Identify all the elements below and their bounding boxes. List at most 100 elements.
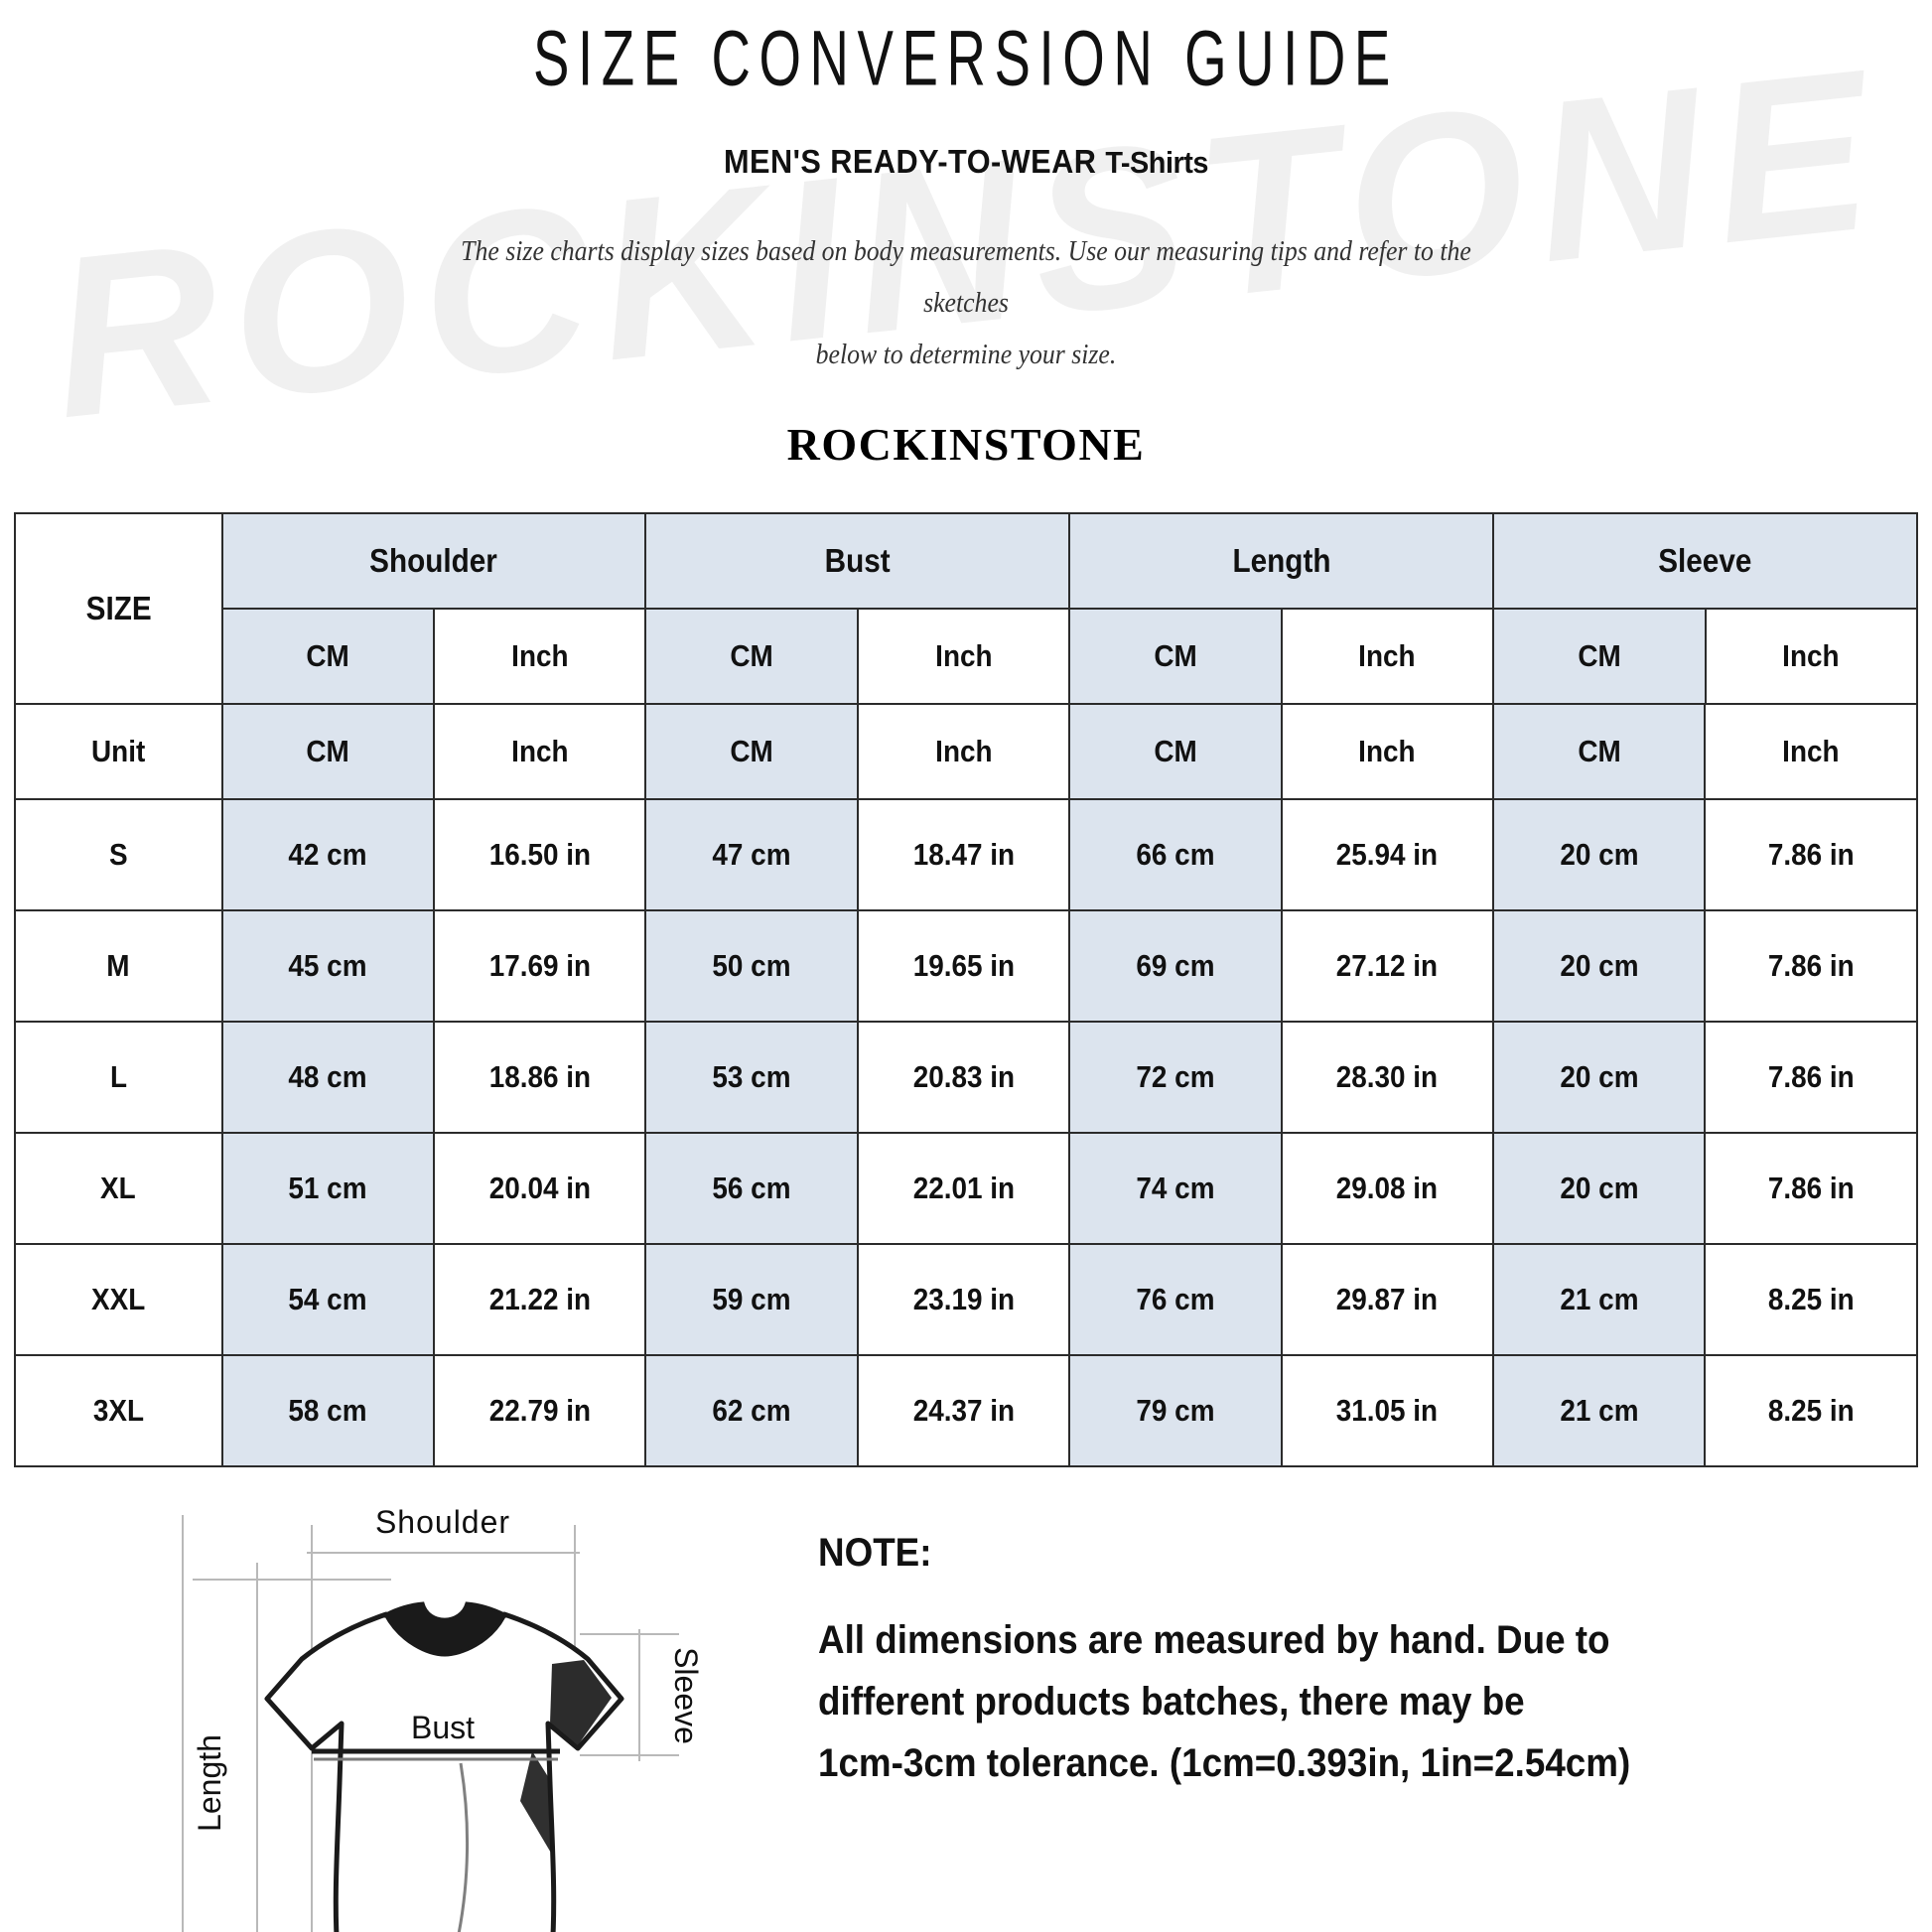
cell-xxl-sleeve-cm: 21 cm [1492, 1243, 1707, 1357]
diagram-label-length: Length [192, 1734, 227, 1832]
cell-m-sleeve-in: 7.86 in [1704, 909, 1918, 1024]
unit-row-header: Unit [14, 703, 223, 801]
cell-l-bust-in: 20.83 in [856, 1021, 1071, 1135]
header-size: SIZE [14, 512, 223, 706]
cell-m-length-cm: 69 cm [1068, 909, 1283, 1024]
unit-sleeve-inch: Inch [1704, 703, 1918, 801]
header-length: Length [1068, 512, 1495, 611]
unit-sleeve-cm: CM [1492, 608, 1707, 706]
cell-3xl-bust-cm: 62 cm [644, 1354, 859, 1468]
table-row: L 48 cm 18.86 in 53 cm 20.83 in 72 cm 28.30 in… [14, 1021, 1918, 1135]
cell-xl-sleeve-in: 7.86 in [1704, 1132, 1918, 1246]
size-conversion-table: SIZE Shoulder Bust Length Sleeve [14, 512, 1918, 706]
unit-length-cm: CM [1068, 608, 1283, 706]
subtitle-category: MEN'S READY-TO-WEAR [724, 143, 1097, 180]
cell-3xl-sleeve-cm: 21 cm [1492, 1354, 1707, 1468]
cell-m-bust-cm: 50 cm [644, 909, 859, 1024]
header-shoulder: Shoulder [220, 512, 647, 611]
tshirt-side-shade [520, 1751, 552, 1856]
cell-m-length-in: 27.12 in [1280, 909, 1495, 1024]
tshirt-diagram-svg: Shoulder Bust Sleeve Length [182, 1504, 704, 1932]
cell-3xl-length-cm: 79 cm [1068, 1354, 1283, 1468]
page-description: The size charts display sizes based on b… [455, 226, 1477, 380]
table-unit-row: CM Inch CM Inch CM Inch CM Inch [15, 608, 1918, 706]
cell-m-sleeve-cm: 20 cm [1492, 909, 1707, 1024]
table-row: S 42 cm 16.50 in 47 cm 18.47 in 66 cm 25.94 in… [14, 798, 1918, 912]
cell-l-bust-cm: 53 cm [644, 1021, 859, 1135]
cell-xxl-shoulder-cm: 54 cm [220, 1243, 435, 1357]
unit-sleeve-inch: Inch [1704, 608, 1918, 706]
table-body: SIZE Shoulder Bust Length Sleeve [14, 512, 1918, 706]
unit-shoulder-inch: Inch [432, 608, 647, 706]
cell-size-3xl: 3XL [14, 1354, 223, 1468]
cell-xxl-length-cm: 76 cm [1068, 1243, 1283, 1357]
cell-size-l: L [14, 1021, 223, 1135]
cell-size-m: M [14, 909, 223, 1024]
cell-l-shoulder-in: 18.86 in [432, 1021, 647, 1135]
unit-shoulder-cm: CM [220, 608, 435, 706]
cell-m-shoulder-in: 17.69 in [432, 909, 647, 1024]
cell-l-length-cm: 72 cm [1068, 1021, 1283, 1135]
cell-m-shoulder-cm: 45 cm [220, 909, 435, 1024]
unit-bust-cm: CM [644, 608, 859, 706]
tshirt-measurement-diagram: Shoulder Bust Sleeve Length [163, 1485, 759, 1932]
unit-shoulder-cm: CM [220, 703, 435, 801]
diagram-label-sleeve: Sleeve [668, 1647, 704, 1744]
unit-bust-inch: Inch [856, 703, 1071, 801]
cell-s-length-cm: 66 cm [1068, 798, 1283, 912]
cell-s-sleeve-in: 7.86 in [1704, 798, 1918, 912]
unit-bust-cm: CM [644, 703, 859, 801]
cell-size-xxl: XXL [14, 1243, 223, 1357]
size-table-container: SIZE Shoulder Bust Length Sleeve [14, 512, 1918, 1468]
unit-length-cm: CM [1068, 703, 1283, 801]
cell-xl-shoulder-in: 20.04 in [432, 1132, 647, 1246]
cell-xl-bust-cm: 56 cm [644, 1132, 859, 1246]
header-sleeve: Sleeve [1492, 512, 1918, 611]
unit-length-inch: Inch [1280, 608, 1495, 706]
cell-l-sleeve-cm: 20 cm [1492, 1021, 1707, 1135]
cell-xl-shoulder-cm: 51 cm [220, 1132, 435, 1246]
diagram-label-bust: Bust [411, 1710, 475, 1745]
cell-s-shoulder-cm: 42 cm [220, 798, 435, 912]
table-row: M 45 cm 17.69 in 50 cm 19.65 in 69 cm 27.12 in… [14, 909, 1918, 1024]
cell-3xl-sleeve-in: 8.25 in [1704, 1354, 1918, 1468]
cell-xxl-bust-in: 23.19 in [856, 1243, 1071, 1357]
brand-name: ROCKINSTONE [786, 419, 1146, 471]
cell-size-xl: XL [14, 1132, 223, 1246]
tshirt-outline [264, 1611, 624, 1932]
tshirt-sleeve-shade [550, 1660, 612, 1746]
subtitle-product: T-Shirts [1105, 145, 1208, 180]
cell-l-sleeve-in: 7.86 in [1704, 1021, 1918, 1135]
cell-3xl-shoulder-in: 22.79 in [432, 1354, 647, 1468]
cell-3xl-bust-in: 24.37 in [856, 1354, 1071, 1468]
unit-sleeve-cm: CM [1492, 703, 1707, 801]
note-line-3: 1cm-3cm tolerance. (1cm=0.393in, 1in=2.5… [818, 1741, 1631, 1786]
header-bust: Bust [644, 512, 1071, 611]
cell-xxl-sleeve-in: 8.25 in [1704, 1243, 1918, 1357]
dimension-guide-lines [182, 1515, 679, 1932]
tshirt-fold-lines [457, 1763, 470, 1932]
cell-l-shoulder-cm: 48 cm [220, 1021, 435, 1135]
table-row: 3XL 58 cm 22.79 in 62 cm 24.37 in 79 cm 31.05 … [14, 1354, 1918, 1468]
cell-xxl-bust-cm: 59 cm [644, 1243, 859, 1357]
table-unit-row-label: Unit CM Inch CM Inch CM Inch CM Inch [14, 703, 1918, 801]
table-data-body: Unit CM Inch CM Inch CM Inch CM Inch S 42 cm 16.50 … [14, 703, 1918, 1468]
unit-bust-inch: Inch [856, 608, 1071, 706]
cell-s-shoulder-in: 16.50 in [432, 798, 647, 912]
diagram-label-shoulder: Shoulder [375, 1504, 510, 1540]
cell-s-bust-cm: 47 cm [644, 798, 859, 912]
cell-xxl-length-in: 29.87 in [1280, 1243, 1495, 1357]
cell-3xl-shoulder-cm: 58 cm [220, 1354, 435, 1468]
note-title: NOTE: [818, 1531, 932, 1576]
cell-xl-sleeve-cm: 20 cm [1492, 1132, 1707, 1246]
cell-s-bust-in: 18.47 in [856, 798, 1071, 912]
cell-3xl-length-in: 31.05 in [1280, 1354, 1495, 1468]
cell-xxl-shoulder-in: 21.22 in [432, 1243, 647, 1357]
cell-s-length-in: 25.94 in [1280, 798, 1495, 912]
cell-xl-length-in: 29.08 in [1280, 1132, 1495, 1246]
table-row: XL 51 cm 20.04 in 56 cm 22.01 in 74 cm 29.08 i… [14, 1132, 1918, 1246]
page-title: SIZE CONVERSION GUIDE [533, 15, 1399, 102]
cell-s-sleeve-cm: 20 cm [1492, 798, 1707, 912]
cell-l-length-in: 28.30 in [1280, 1021, 1495, 1135]
page-subtitle: MEN'S READY-TO-WEAR T-Shirts [68, 143, 1864, 181]
